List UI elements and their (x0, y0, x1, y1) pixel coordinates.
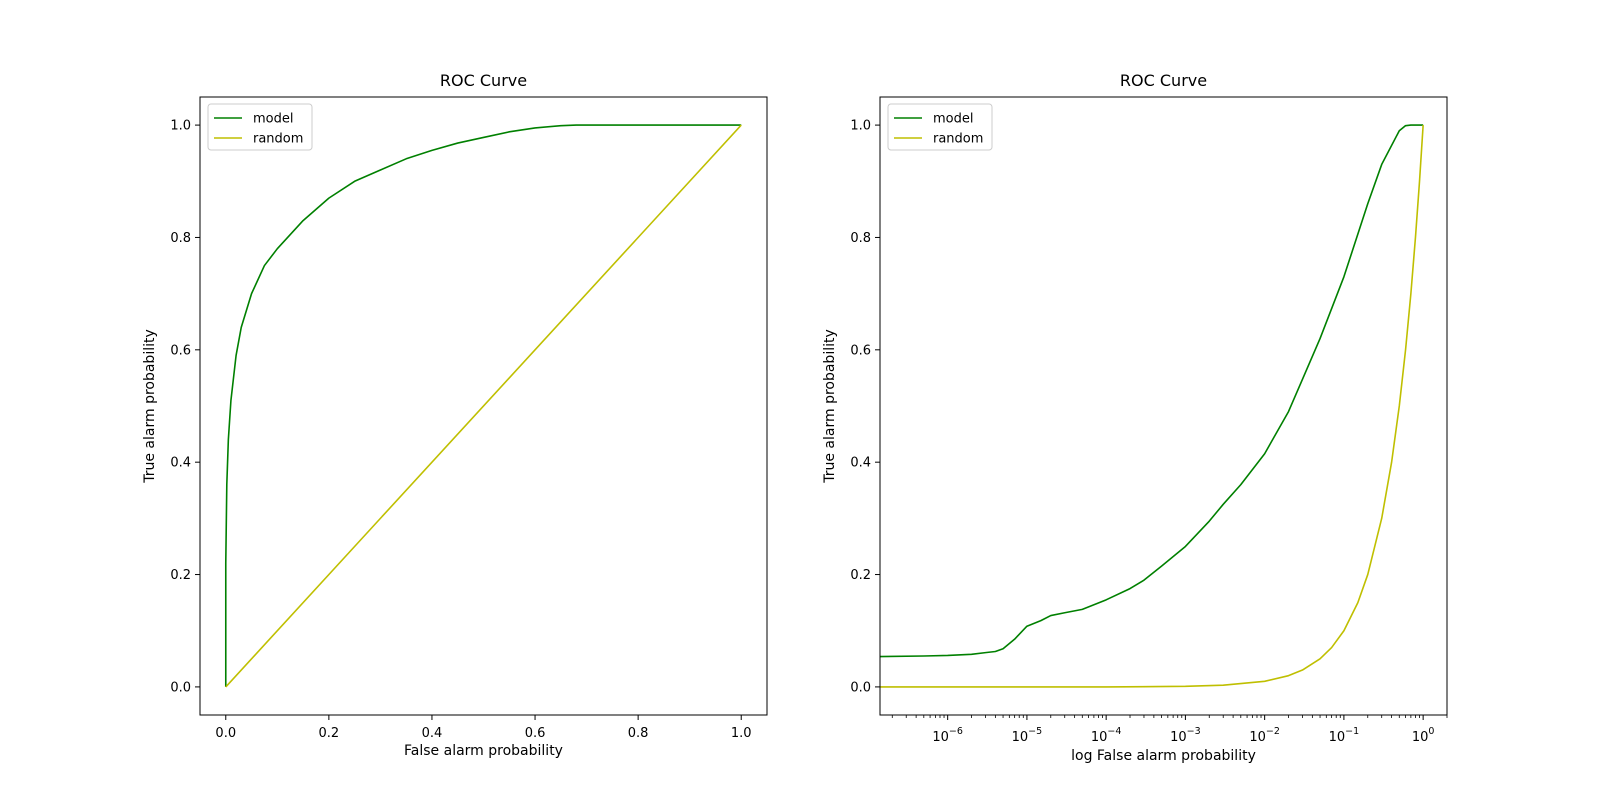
x-tick-label: 10−1 (1329, 726, 1360, 745)
x-axis-label: log False alarm probability (1071, 748, 1256, 764)
y-axis-label: True alarm probability (142, 329, 158, 484)
x-tick-label-exponent: 0 (1428, 726, 1434, 737)
x-tick-label-exponent: −1 (1345, 726, 1359, 737)
x-tick-label: 0.8 (628, 726, 649, 741)
y-tick-label: 1.0 (170, 119, 191, 134)
y-tick-label: 1.0 (850, 119, 871, 134)
series-line-model (224, 124, 742, 687)
x-tick-label-exponent: −6 (949, 726, 963, 737)
x-tick-label-base: 10 (1329, 730, 1346, 745)
x-tick-label-exponent: −2 (1266, 726, 1280, 737)
x-tick-label-base: 10 (1249, 730, 1266, 745)
y-tick-label: 0.6 (850, 343, 871, 358)
y-tick-label: 0.2 (850, 568, 871, 583)
x-tick-label: 0.4 (422, 726, 443, 741)
x-tick-label: 10−6 (932, 726, 963, 745)
x-tick-label-base: 10 (1091, 730, 1108, 745)
x-tick-label: 0.2 (319, 726, 340, 741)
legend: model random (207, 103, 313, 151)
y-axis-label: True alarm probability (822, 329, 838, 484)
legend: model random (887, 103, 993, 151)
x-tick-label: 10−2 (1249, 726, 1280, 745)
series-line-random (880, 125, 1424, 688)
series-line-random (225, 124, 742, 688)
y-tick-label: 0.6 (170, 343, 191, 358)
legend-label-random: random (253, 132, 303, 147)
x-axis-label: False alarm probability (404, 743, 563, 759)
axes-frame (879, 96, 1448, 716)
x-tick-label-base: 10 (1412, 730, 1429, 745)
y-tick-label: 0.8 (170, 231, 191, 246)
x-tick-label: 10−4 (1091, 726, 1122, 745)
chart-title: ROC Curve (1120, 71, 1207, 90)
x-tick-label-base: 10 (932, 730, 949, 745)
x-tick-label-exponent: −5 (1028, 726, 1042, 737)
legend-label-random: random (933, 132, 983, 147)
legend-label-model: model (253, 112, 293, 127)
x-tick-label: 10−3 (1170, 726, 1201, 745)
x-tick-label: 10−5 (1012, 726, 1043, 745)
x-tick-label-exponent: −4 (1107, 726, 1121, 737)
axes-frame (199, 96, 768, 716)
series-line-model (880, 124, 1424, 658)
y-tick-label: 0.8 (850, 231, 871, 246)
y-tick-label: 0.4 (170, 456, 191, 471)
x-tick-label-base: 10 (1012, 730, 1029, 745)
subplot-linear-roc: 0.0 0.2 0.4 0.6 0.8 1.0 0.0 0.2 0.4 0.6 0.8 1.0 ROC … (142, 71, 768, 759)
y-tick-label: 0.0 (850, 680, 871, 695)
x-tick-label: 0.0 (215, 726, 236, 741)
x-tick-label: 100 (1412, 726, 1435, 745)
x-tick-label-base: 10 (1170, 730, 1187, 745)
y-tick-label: 0.0 (170, 680, 191, 695)
chart-title: ROC Curve (440, 71, 527, 90)
x-tick-label: 0.6 (525, 726, 546, 741)
subplot-log-roc: 10−6 10−5 10−4 10−3 10−2 10−1 1000.00.20.40.60… (822, 71, 1448, 764)
x-tick-label: 1.0 (731, 726, 752, 741)
y-tick-label: 0.4 (850, 456, 871, 471)
x-tick-label-exponent: −3 (1187, 726, 1201, 737)
y-tick-label: 0.2 (170, 568, 191, 583)
legend-label-model: model (933, 112, 973, 127)
